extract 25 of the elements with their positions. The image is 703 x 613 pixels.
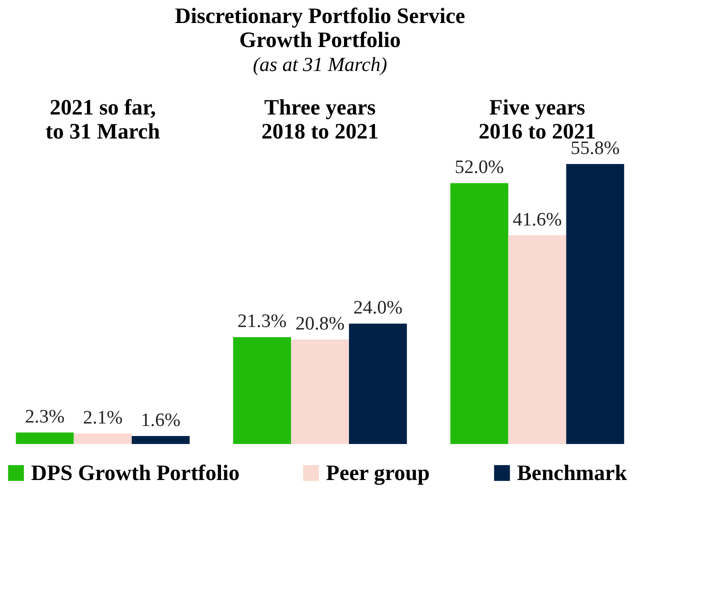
data-label: 1.6% [140, 410, 181, 431]
bar [566, 164, 624, 444]
chart-title: Discretionary Portfolio Service Growth Portfolio [174, 3, 466, 52]
bar [450, 183, 508, 444]
data-label: 2.1% [82, 407, 123, 428]
bar [74, 433, 132, 444]
bar [291, 340, 349, 444]
bar [508, 235, 566, 444]
bar [132, 436, 190, 444]
data-label: 55.8% [570, 138, 620, 159]
data-label: 20.8% [295, 314, 345, 335]
x-tick-label: 2021 so far, to 31 March [46, 94, 160, 144]
x-tick-label: Three years 2018 to 2021 [261, 94, 379, 144]
data-label: 21.3% [238, 311, 287, 332]
data-label: 2.3% [25, 406, 65, 428]
bar [233, 337, 292, 444]
bar [16, 432, 74, 444]
chart-subtitle: (as at 31 March) [252, 54, 388, 76]
data-label: 24.0% [353, 298, 403, 319]
legend-label: Benchmark [517, 460, 628, 485]
bar [348, 324, 407, 444]
legend-label: DPS Growth Portfolio [31, 460, 240, 485]
data-label: 52.0% [454, 157, 504, 178]
legend-label: Peer group [326, 460, 430, 485]
data-label: 41.6% [512, 209, 562, 230]
